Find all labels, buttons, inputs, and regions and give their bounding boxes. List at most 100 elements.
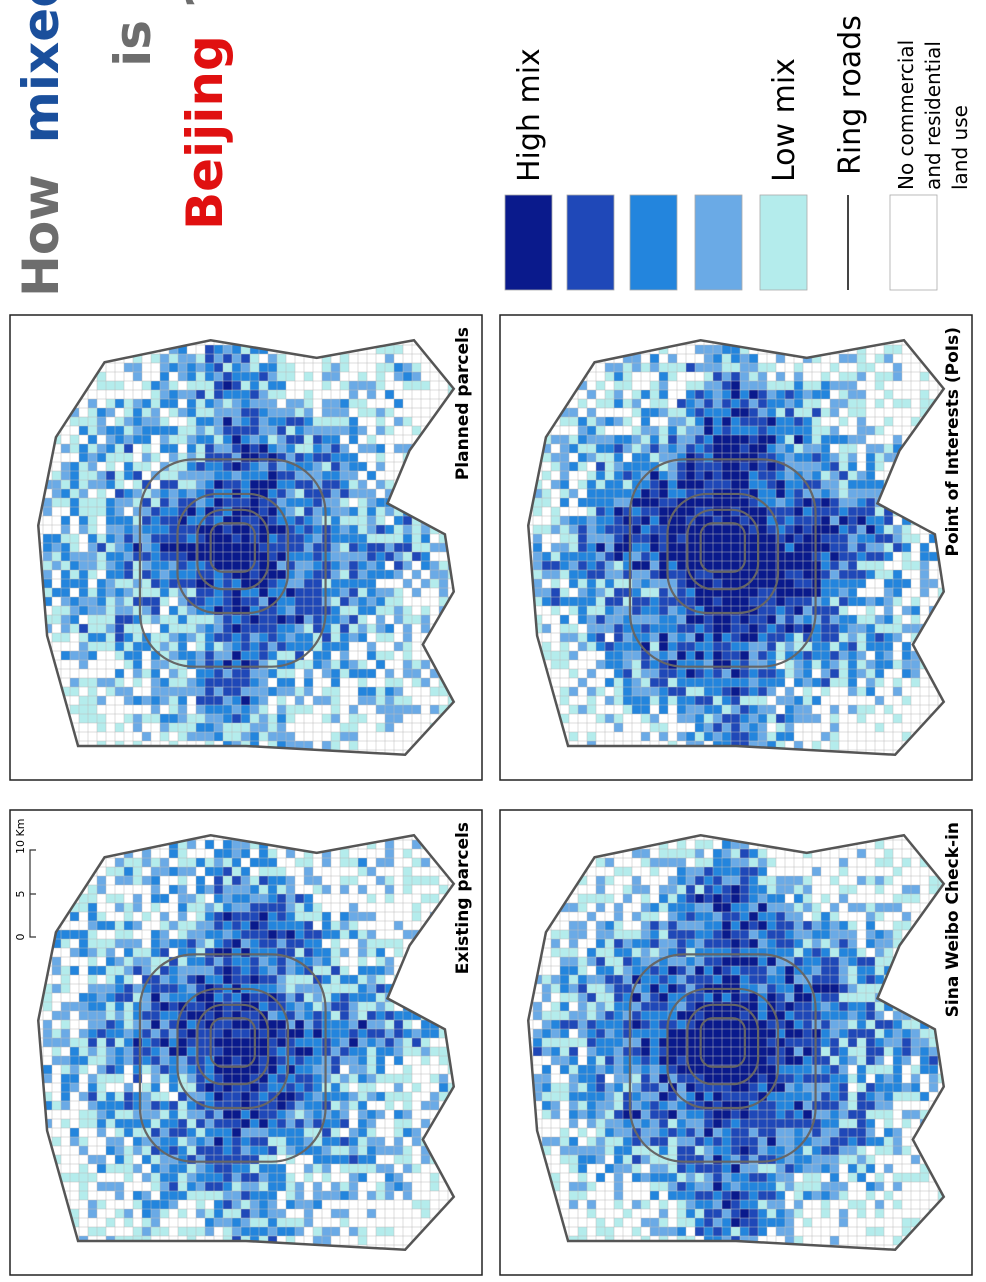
grid-cell bbox=[731, 930, 740, 939]
grid-cell bbox=[331, 615, 340, 624]
grid-cell bbox=[124, 993, 133, 1002]
grid-cell bbox=[205, 453, 214, 462]
grid-cell bbox=[151, 525, 160, 534]
grid-cell bbox=[340, 1137, 349, 1146]
grid-cell bbox=[277, 381, 286, 390]
grid-cell bbox=[178, 705, 187, 714]
grid-cell bbox=[560, 1020, 569, 1029]
grid-cell bbox=[151, 1038, 160, 1047]
legend-label: and residential bbox=[921, 41, 945, 190]
grid-cell bbox=[205, 570, 214, 579]
grid-cell bbox=[412, 363, 421, 372]
grid-cell bbox=[569, 1137, 578, 1146]
grid-cell bbox=[749, 1227, 758, 1236]
grid-cell bbox=[767, 705, 776, 714]
grid-cell bbox=[88, 1011, 97, 1020]
grid-cell bbox=[367, 984, 376, 993]
grid-cell bbox=[394, 1074, 403, 1083]
grid-cell bbox=[223, 462, 232, 471]
grid-cell bbox=[722, 867, 731, 876]
grid-cell bbox=[205, 534, 214, 543]
grid-cell bbox=[893, 1047, 902, 1056]
grid-cell bbox=[214, 849, 223, 858]
grid-cell bbox=[142, 597, 151, 606]
grid-cell bbox=[70, 561, 79, 570]
grid-cell bbox=[178, 525, 187, 534]
grid-cell bbox=[232, 957, 241, 966]
grid-cell bbox=[106, 516, 115, 525]
grid-cell bbox=[61, 597, 70, 606]
grid-cell bbox=[178, 858, 187, 867]
grid-cell bbox=[839, 678, 848, 687]
grid-cell bbox=[569, 939, 578, 948]
grid-cell bbox=[214, 435, 223, 444]
grid-cell bbox=[866, 930, 875, 939]
grid-cell bbox=[875, 957, 884, 966]
grid-cell bbox=[893, 1200, 902, 1209]
grid-cell bbox=[295, 1128, 304, 1137]
grid-cell bbox=[241, 867, 250, 876]
grid-cell bbox=[821, 678, 830, 687]
grid-cell bbox=[160, 867, 169, 876]
grid-cell bbox=[430, 1173, 439, 1182]
grid-cell bbox=[259, 498, 268, 507]
grid-cell bbox=[430, 687, 439, 696]
grid-cell bbox=[214, 372, 223, 381]
grid-cell bbox=[358, 1173, 367, 1182]
grid-cell bbox=[848, 705, 857, 714]
grid-cell bbox=[686, 1137, 695, 1146]
grid-cell bbox=[731, 678, 740, 687]
grid-cell bbox=[295, 435, 304, 444]
grid-cell bbox=[295, 705, 304, 714]
grid-cell bbox=[313, 462, 322, 471]
grid-cell bbox=[79, 525, 88, 534]
grid-cell bbox=[776, 1209, 785, 1218]
grid-cell bbox=[250, 462, 259, 471]
grid-cell bbox=[277, 1218, 286, 1227]
grid-cell bbox=[277, 975, 286, 984]
grid-cell bbox=[349, 1164, 358, 1173]
grid-cell bbox=[259, 588, 268, 597]
grid-cell bbox=[259, 687, 268, 696]
grid-cell bbox=[731, 615, 740, 624]
grid-cell bbox=[749, 714, 758, 723]
grid-cell bbox=[830, 597, 839, 606]
grid-cell bbox=[731, 624, 740, 633]
grid-cell bbox=[367, 1038, 376, 1047]
grid-cell bbox=[911, 597, 920, 606]
grid-cell bbox=[259, 1092, 268, 1101]
grid-cell bbox=[223, 1020, 232, 1029]
grid-cell bbox=[187, 651, 196, 660]
grid-cell bbox=[794, 1209, 803, 1218]
grid-cell bbox=[385, 606, 394, 615]
grid-cell bbox=[551, 975, 560, 984]
grid-cell bbox=[686, 1146, 695, 1155]
grid-cell bbox=[277, 669, 286, 678]
grid-cell bbox=[331, 471, 340, 480]
grid-cell bbox=[394, 534, 403, 543]
grid-cell bbox=[232, 408, 241, 417]
grid-cell bbox=[223, 1047, 232, 1056]
grid-cell bbox=[704, 732, 713, 741]
grid-cell bbox=[304, 624, 313, 633]
grid-cell bbox=[268, 1038, 277, 1047]
grid-cell bbox=[124, 534, 133, 543]
grid-cell bbox=[749, 1128, 758, 1137]
grid-cell bbox=[142, 966, 151, 975]
grid-cell bbox=[133, 1119, 142, 1128]
grid-cell bbox=[214, 1200, 223, 1209]
grid-cell bbox=[169, 696, 178, 705]
map-panel: Sina Weibo Check-in bbox=[499, 809, 973, 1276]
grid-cell bbox=[115, 480, 124, 489]
grid-cell bbox=[358, 930, 367, 939]
grid-cell bbox=[214, 714, 223, 723]
grid-cell bbox=[259, 1227, 268, 1236]
grid-cell bbox=[704, 615, 713, 624]
grid-cell bbox=[794, 1128, 803, 1137]
grid-cell bbox=[295, 1029, 304, 1038]
grid-cell bbox=[115, 957, 124, 966]
grid-cell bbox=[560, 651, 569, 660]
grid-cell bbox=[614, 1065, 623, 1074]
grid-cell bbox=[785, 687, 794, 696]
grid-cell bbox=[785, 1092, 794, 1101]
